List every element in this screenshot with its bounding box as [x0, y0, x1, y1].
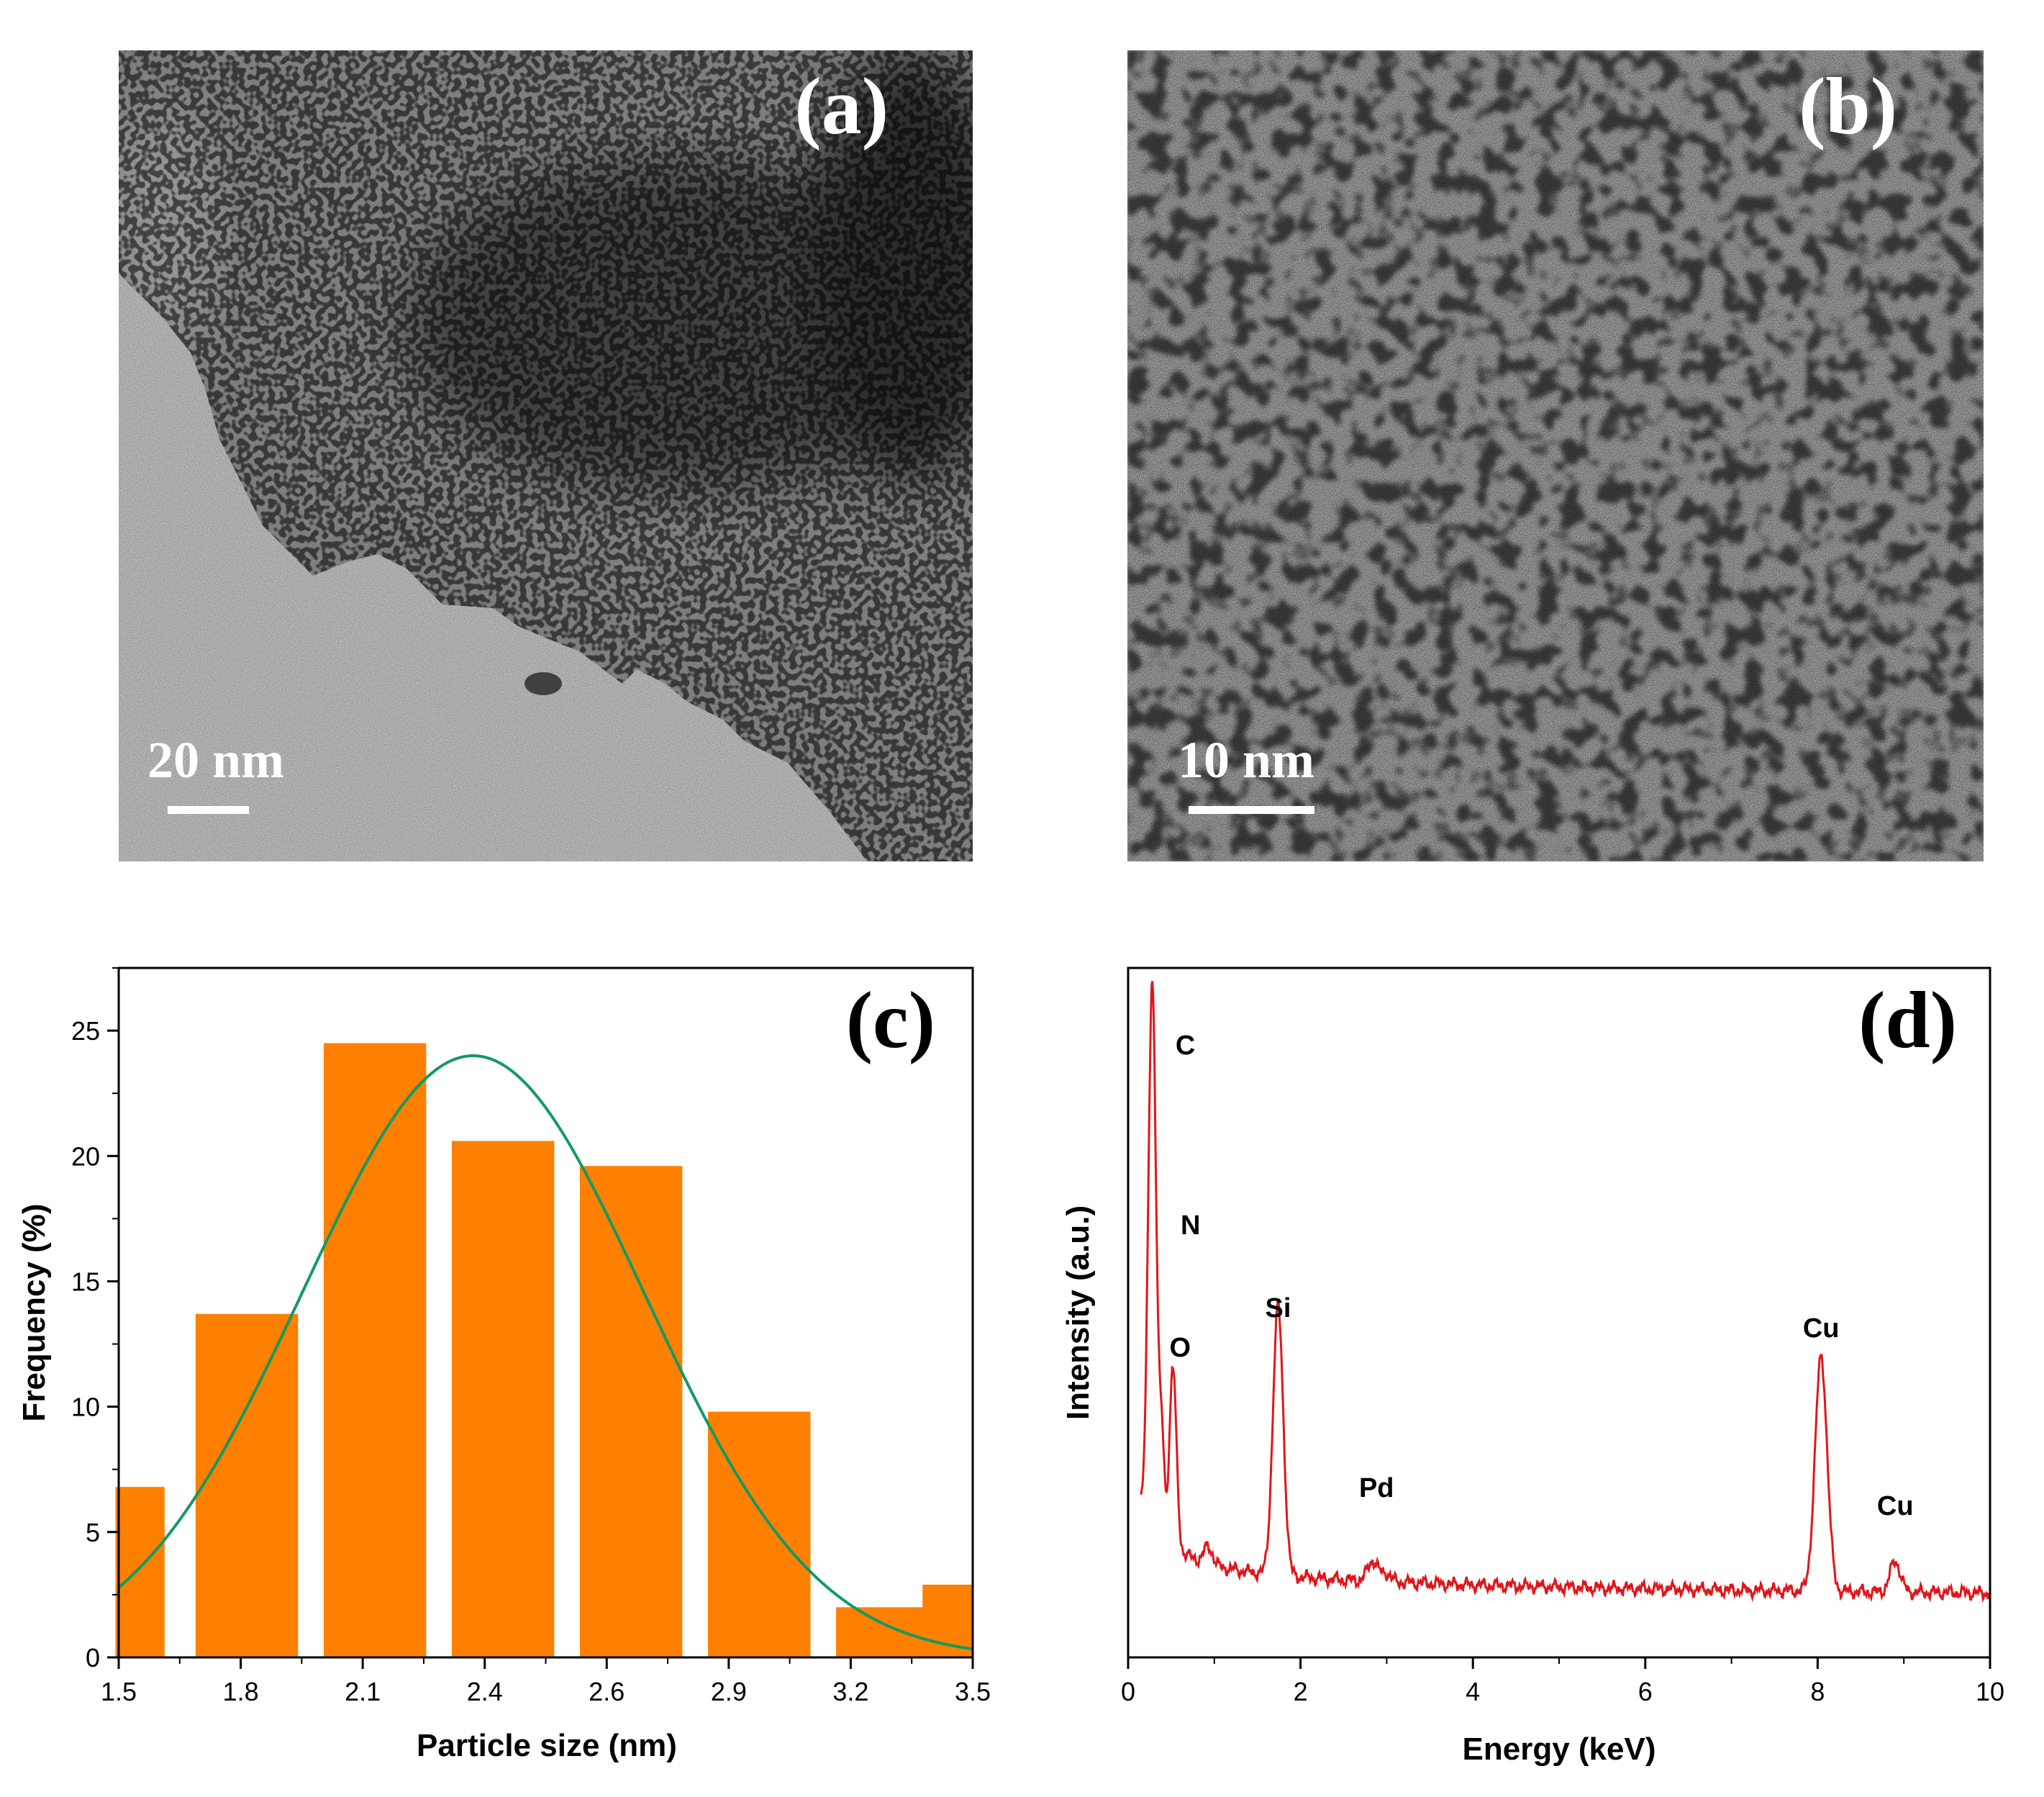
- tem-image-a-canvas: (a) 20 nm: [119, 50, 973, 861]
- histogram-bar-5: [579, 1166, 683, 1657]
- x-tick-label-c: 2.6: [589, 1677, 624, 1706]
- x-tick-label-d: 0: [1121, 1677, 1135, 1706]
- x-tick-label-c: 3.2: [832, 1677, 868, 1706]
- x-tick-label-c: 2.1: [345, 1677, 381, 1706]
- peak-label-n: N: [1181, 1210, 1200, 1241]
- scale-bar-label-a: 20 nm: [147, 731, 284, 789]
- scale-bar-b: [1189, 806, 1314, 814]
- y-tick-label-c: 0: [86, 1643, 100, 1672]
- tem-image-a: (a) 20 nm: [119, 50, 973, 861]
- x-tick-label-d: 8: [1810, 1677, 1825, 1706]
- scale-bar-a: [168, 806, 249, 814]
- scale-bar-label-b: 10 nm: [1178, 731, 1314, 789]
- x-tick-label-c: 1.5: [101, 1677, 137, 1706]
- peak-label-pd: Pd: [1359, 1473, 1394, 1503]
- eds-chart: 0 2 4 6 8 10 C N O Si Pd Cu Cu Energy (keV) Intensi…: [1060, 967, 2004, 1767]
- plot-frame-d: [1127, 967, 1991, 1659]
- x-tick-label-c: 2.4: [467, 1677, 503, 1706]
- histogram-panel-c: 1.5 1.8 2.1 2.4 2.6 2.9 3.2 3.5 0 5 10 15 20 25 Parti…: [0, 928, 1022, 1793]
- x-tick-label-d: 4: [1466, 1677, 1480, 1706]
- eds-panel-d: 0 2 4 6 8 10 C N O Si Pd Cu Cu Energy (keV) Intensi…: [1022, 928, 2044, 1793]
- gaussian-fit-curve: [117, 1054, 973, 1651]
- x-tick-label-d: 2: [1294, 1677, 1308, 1706]
- peak-label-c: C: [1176, 1031, 1195, 1061]
- x-axis-label-d: Energy (keV): [1463, 1732, 1656, 1767]
- y-tick-label-c: 5: [86, 1518, 100, 1547]
- eds-spectrum-line: [1140, 981, 1991, 1603]
- x-tick-label-c: 2.9: [711, 1677, 747, 1706]
- y-tick-label-c: 15: [71, 1267, 100, 1296]
- peak-label-o: O: [1170, 1333, 1191, 1363]
- histogram-bar-1: [115, 1487, 165, 1657]
- peak-label-cu: Cu: [1803, 1313, 1840, 1344]
- histogram-bar-7: [836, 1607, 939, 1657]
- histogram-bar-4: [451, 1141, 555, 1657]
- y-tick-label-c: 20: [71, 1141, 100, 1171]
- y-tick-label-c: 25: [71, 1016, 100, 1046]
- tem-image-b-canvas: (b) 10 nm: [1127, 50, 1984, 861]
- panel-label-d: (d): [1858, 976, 1957, 1065]
- y-axis-label-d: Intensity (a.u.): [1060, 1205, 1096, 1420]
- panel-label-b: (b): [1799, 62, 1897, 151]
- x-tick-label-c: 1.8: [223, 1677, 259, 1706]
- histogram-bar-6: [708, 1411, 811, 1657]
- y-tick-label-c: 10: [71, 1393, 100, 1422]
- histogram-bar-2: [195, 1313, 299, 1657]
- panel-label-a: (a): [794, 62, 889, 151]
- histogram-bar-3: [323, 1043, 427, 1657]
- y-axis-label-c: Frequency (%): [17, 1203, 52, 1421]
- panel-label-c: (c): [846, 976, 935, 1065]
- peak-label-cu: Cu: [1877, 1491, 1914, 1521]
- histogram-chart: 1.5 1.8 2.1 2.4 2.6 2.9 3.2 3.5 0 5 10 15 20 25 Parti…: [17, 967, 991, 1763]
- peak-label-si: Si: [1265, 1293, 1291, 1323]
- x-axis-label-c: Particle size (nm): [417, 1728, 677, 1763]
- x-tick-label-d: 10: [1976, 1677, 2004, 1706]
- x-tick-label-d: 6: [1638, 1677, 1653, 1706]
- x-tick-label-c: 3.5: [955, 1677, 991, 1706]
- tem-image-b: (b) 10 nm: [1127, 50, 1984, 861]
